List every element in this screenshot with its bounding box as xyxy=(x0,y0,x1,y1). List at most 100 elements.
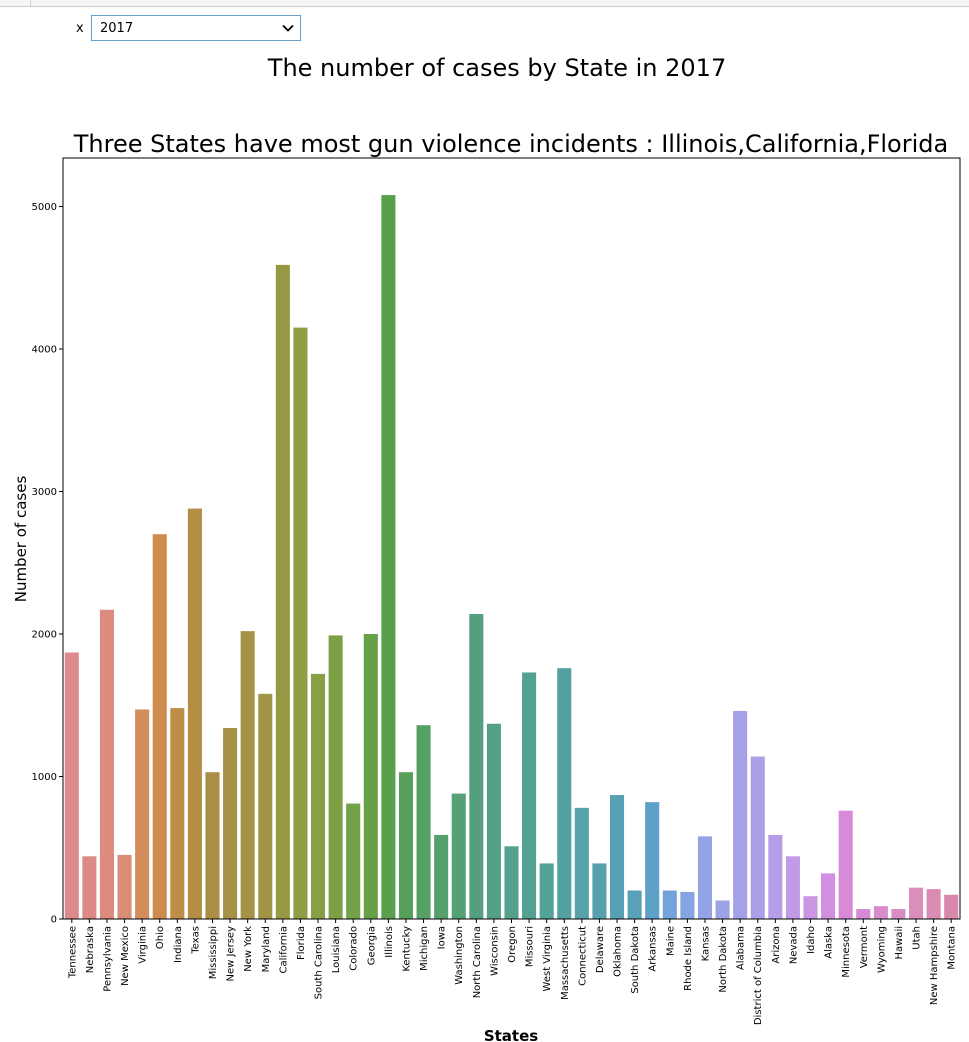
bar-louisiana xyxy=(328,635,343,919)
bar-alabama xyxy=(733,710,748,919)
bar-colorado xyxy=(346,803,361,919)
bar-new-hampshire xyxy=(926,889,941,919)
x-tick-label: Colorado xyxy=(349,926,360,971)
x-tick-label: Maryland xyxy=(261,926,272,972)
x-tick-label: Delaware xyxy=(595,926,606,973)
bar-missouri xyxy=(522,672,537,919)
x-tick-label: California xyxy=(278,926,289,974)
x-tick-label: Connecticut xyxy=(577,926,588,986)
bar-north-carolina xyxy=(469,614,484,919)
x-tick-label: Alabama xyxy=(736,926,747,970)
x-tick-label: Pennsylvania xyxy=(102,926,113,992)
year-dropdown-widget: x 2017 xyxy=(76,14,301,42)
x-ticks-group: Tennessee Nebraska Pennsylvania New Mexico V… xyxy=(67,919,958,1025)
bar-rhode-island xyxy=(680,891,695,919)
bar-texas xyxy=(187,508,202,919)
bar-michigan xyxy=(416,725,431,919)
x-tick-label: Wisconsin xyxy=(489,926,500,976)
dropdown-label: x xyxy=(76,20,84,36)
x-tick-label: Kentucky xyxy=(401,926,412,972)
x-tick-label: Montana xyxy=(947,926,958,970)
chart-suptitle: The number of cases by State in 2017 xyxy=(267,54,726,82)
x-tick-label: Massachusetts xyxy=(560,926,571,1000)
bar-montana xyxy=(944,894,959,919)
plot-frame xyxy=(62,157,961,920)
x-tick-label: North Dakota xyxy=(718,926,729,993)
bar-tennessee xyxy=(64,652,79,919)
bar-oklahoma xyxy=(609,795,625,919)
x-tick-label: West Virginia xyxy=(542,926,553,991)
bar-washington xyxy=(451,793,466,919)
chevron-down-icon xyxy=(282,24,294,32)
cell-divider xyxy=(30,0,31,6)
x-tick-label: Oklahoma xyxy=(613,926,624,977)
year-select[interactable]: 2017 xyxy=(91,15,301,41)
x-tick-label: Arizona xyxy=(771,926,782,964)
bar-california xyxy=(275,264,290,919)
bar-massachusetts xyxy=(557,668,572,919)
bar-indiana xyxy=(170,708,185,919)
x-tick-label: Indiana xyxy=(173,926,184,963)
x-tick-label: Florida xyxy=(296,926,307,960)
bar-florida xyxy=(293,327,308,919)
bar-wyoming xyxy=(873,906,888,919)
bar-kansas xyxy=(697,836,713,919)
x-tick-label: Kansas xyxy=(700,926,711,961)
x-tick-label: Idaho xyxy=(806,926,817,954)
x-tick-label: Texas xyxy=(190,926,201,955)
x-tick-label: Illinois xyxy=(384,926,395,958)
bar-connecticut xyxy=(574,807,589,919)
x-tick-label: Hawaii xyxy=(894,926,905,960)
bar-district-of-columbia xyxy=(750,756,765,919)
bar-new-york xyxy=(240,631,255,919)
x-tick-label: Arkansas xyxy=(648,926,659,972)
x-tick-label: Nebraska xyxy=(85,926,96,973)
bar-utah xyxy=(908,887,924,919)
x-tick-label: New York xyxy=(243,926,254,972)
x-tick-label: New Jersey xyxy=(226,926,237,982)
bar-south-dakota xyxy=(627,890,642,919)
y-axis-label: Number of cases xyxy=(12,476,30,603)
x-axis-label: States xyxy=(484,1027,538,1042)
bars-group xyxy=(64,195,959,919)
bar-idaho xyxy=(803,896,818,919)
x-tick-label: Utah xyxy=(912,926,923,950)
y-tick-label: 3000 xyxy=(32,487,57,498)
x-tick-label: Mississippi xyxy=(208,926,219,979)
bar-arkansas xyxy=(645,802,660,919)
x-tick-label: Missouri xyxy=(525,926,536,967)
x-tick-label: Vermont xyxy=(859,926,870,968)
x-tick-label: North Carolina xyxy=(472,926,483,998)
bar-delaware xyxy=(592,863,607,919)
x-tick-label: New Mexico xyxy=(120,926,131,986)
x-tick-label: Ohio xyxy=(155,926,166,949)
x-tick-label: New Hampshire xyxy=(929,926,940,1005)
x-tick-label: District of Columbia xyxy=(753,926,764,1025)
x-tick-label: Maine xyxy=(665,926,676,956)
x-tick-label: Iowa xyxy=(437,926,448,949)
bar-nebraska xyxy=(82,856,97,919)
x-tick-label: Louisiana xyxy=(331,926,342,973)
y-tick-label: 2000 xyxy=(32,629,57,640)
notebook-cell-border xyxy=(0,0,969,7)
bar-kentucky xyxy=(398,772,414,919)
bar-arizona xyxy=(768,834,783,919)
x-tick-label: Rhode Island xyxy=(683,926,694,991)
bar-mississippi xyxy=(205,772,220,919)
x-tick-label: South Dakota xyxy=(630,926,641,994)
bar-south-carolina xyxy=(310,673,326,919)
bar-iowa xyxy=(434,834,449,919)
bar-west-virginia xyxy=(539,863,554,919)
bar-alaska xyxy=(821,873,836,919)
y-tick-label: 0 xyxy=(51,915,57,926)
y-tick-label: 4000 xyxy=(32,344,57,355)
bar-illinois xyxy=(381,195,396,919)
bar-new-jersey xyxy=(223,728,238,919)
bar-nevada xyxy=(785,856,800,919)
y-tick-label: 5000 xyxy=(32,202,57,213)
bar-new-mexico xyxy=(117,854,132,919)
x-tick-label: Alaska xyxy=(824,926,835,959)
x-tick-label: Virginia xyxy=(138,926,149,964)
x-tick-label: Washington xyxy=(454,926,465,985)
